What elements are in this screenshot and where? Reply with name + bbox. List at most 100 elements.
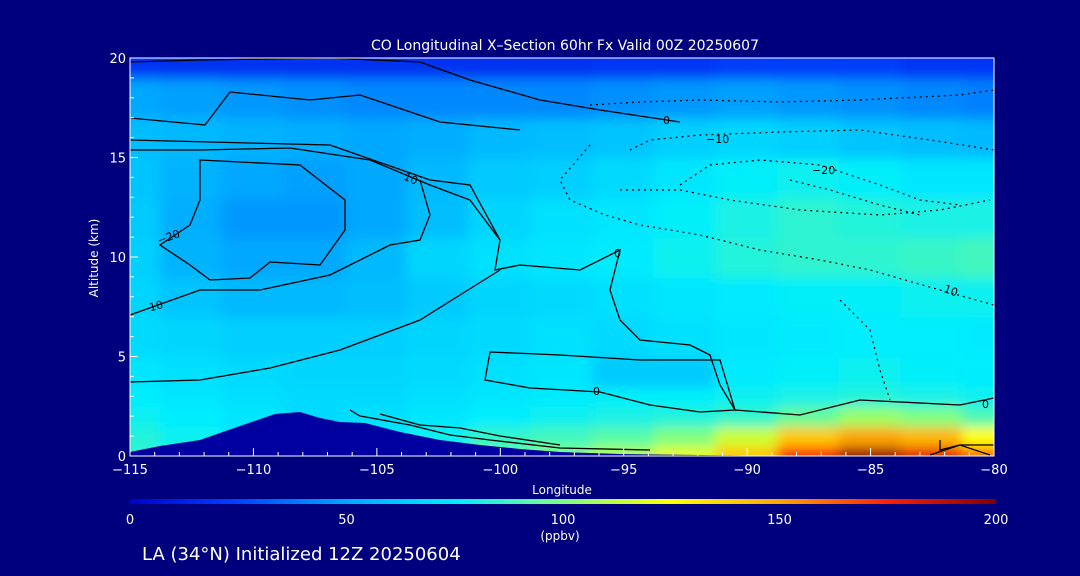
field-cell	[838, 116, 903, 159]
field-cell	[900, 116, 965, 159]
field-cell	[406, 275, 471, 318]
field-cell	[130, 405, 162, 428]
field-cell	[221, 236, 286, 278]
field-cell	[406, 116, 471, 159]
field-cell	[468, 275, 533, 318]
field-cell	[777, 385, 841, 408]
contour-label: 10	[148, 298, 165, 314]
field-cell	[345, 116, 409, 159]
field-cell	[900, 58, 965, 79]
field-cell	[345, 275, 409, 318]
field-cell	[468, 116, 533, 159]
footer-caption: LA (34°N) Initialized 12Z 20250604	[142, 544, 461, 565]
contour-line-dotted	[679, 159, 961, 206]
field-cell	[530, 405, 594, 428]
field-cell	[591, 425, 656, 448]
field-cell	[530, 116, 594, 159]
field-cell	[591, 156, 656, 199]
field-cell	[653, 425, 718, 448]
field-cell	[159, 156, 224, 199]
field-cell	[777, 156, 841, 199]
field-cell	[159, 355, 224, 388]
field-cell	[591, 405, 656, 428]
field-cell	[777, 116, 841, 159]
field-cell	[283, 385, 347, 408]
field-cell	[900, 196, 965, 239]
terrain-profile	[130, 412, 994, 456]
x-axis-label: Longitude	[532, 483, 592, 497]
field-cell	[159, 275, 224, 318]
field-cell	[653, 445, 718, 456]
field-cell	[130, 58, 162, 79]
field-cell	[900, 425, 965, 448]
contour-label: 10	[942, 282, 960, 299]
colorbar-tick-label: 0	[126, 513, 134, 528]
field-cell	[777, 405, 841, 428]
field-cell	[530, 355, 594, 388]
contour-line	[484, 351, 736, 413]
field-cell	[591, 116, 656, 159]
field-cell	[468, 405, 533, 428]
field-cell	[345, 236, 409, 278]
x-tick-label: −80	[980, 463, 1007, 478]
field-cell	[130, 196, 162, 239]
field-cell	[962, 405, 994, 428]
field-cell	[468, 315, 533, 358]
field-cell	[530, 445, 594, 456]
field-cell	[530, 425, 594, 448]
field-cell	[130, 156, 162, 199]
contour-line	[130, 91, 521, 131]
contour-label: 0	[614, 247, 621, 260]
contour-label: 10	[402, 170, 420, 188]
field-cell	[653, 116, 718, 159]
field-cell	[900, 156, 965, 199]
field-cell	[221, 116, 286, 159]
contour-line	[929, 444, 991, 456]
field-cell	[653, 385, 718, 408]
contour-lines-negative	[559, 89, 994, 401]
field-cell	[345, 385, 409, 408]
x-tick-label: −95	[610, 463, 637, 478]
y-tick-label: 10	[109, 251, 126, 266]
contour-line	[158, 159, 346, 281]
contour-line-dotted	[620, 189, 991, 216]
field-cell	[159, 385, 224, 408]
field-cell	[715, 275, 779, 318]
y-tick-label: 15	[109, 152, 126, 167]
field-cell	[838, 315, 903, 358]
contour-label: 0	[982, 398, 989, 411]
field-cell	[838, 385, 903, 408]
field-cell	[653, 405, 718, 428]
contour-line	[130, 139, 994, 416]
contour-label: 0	[663, 114, 670, 127]
field-cell	[530, 315, 594, 358]
field-cell	[715, 315, 779, 358]
field-cell	[715, 385, 779, 408]
field-cell	[283, 275, 347, 318]
field-cell	[838, 405, 903, 428]
field-cell	[221, 76, 286, 119]
field-cell	[715, 196, 779, 239]
contour-line	[130, 179, 431, 316]
contour-label: 0	[593, 385, 600, 398]
field-cell	[777, 425, 841, 448]
field-cell	[777, 445, 841, 456]
field-cell	[900, 355, 965, 388]
field-cell	[591, 315, 656, 358]
field-cell	[715, 156, 779, 199]
contour-line	[349, 409, 651, 451]
field-cell	[130, 315, 162, 358]
field-cell	[653, 76, 718, 119]
field-cell	[159, 116, 224, 159]
field-cell	[777, 58, 841, 79]
contour-label: −10	[706, 133, 729, 146]
field-cell	[159, 76, 224, 119]
contour-line	[130, 269, 501, 383]
x-tick-label: −85	[857, 463, 884, 478]
field-cell	[838, 275, 903, 318]
field-cell	[591, 58, 656, 79]
field-cell	[777, 355, 841, 388]
colorbar-ticks: 0 50 100 150 200	[126, 513, 1009, 528]
contour-line-dotted	[789, 179, 921, 216]
field-cell	[530, 236, 594, 278]
